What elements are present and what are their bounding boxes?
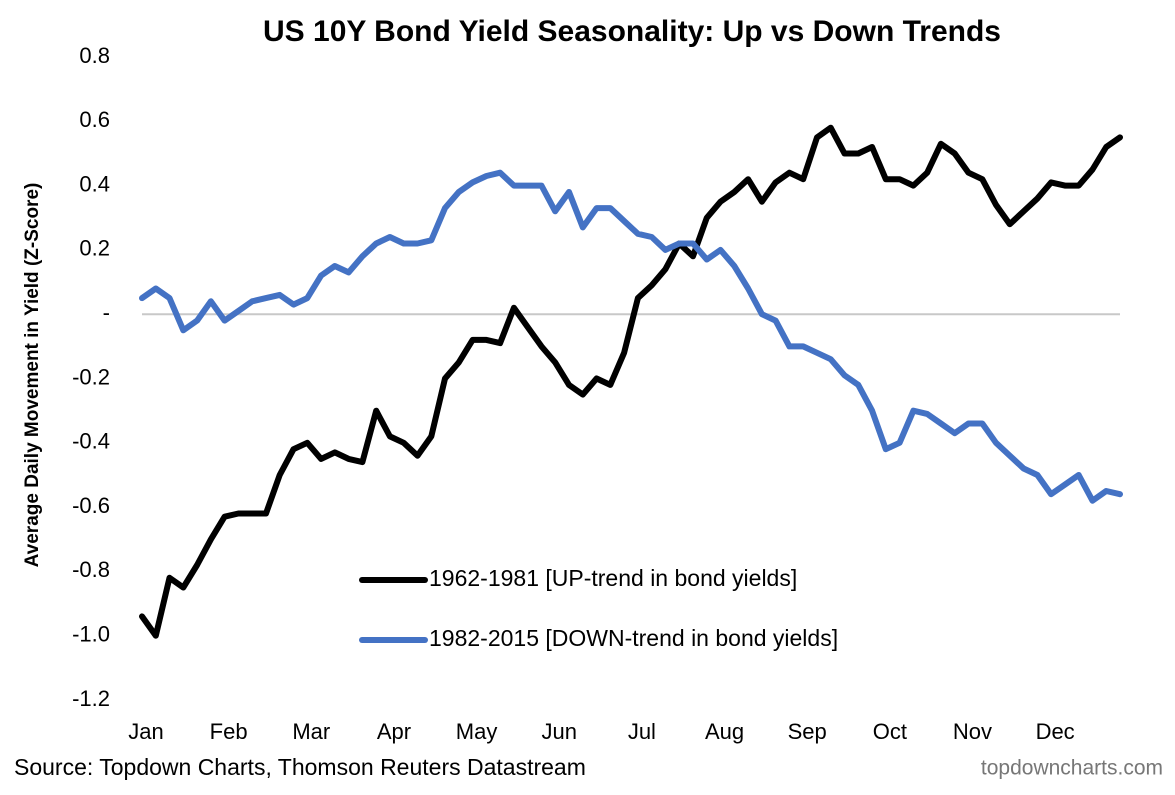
y-tick-label: -1.0	[72, 622, 110, 647]
y-axis-label: Average Daily Movement in Yield (Z-Score…	[22, 183, 43, 568]
series-line	[139, 124, 1123, 639]
y-tick-label: -0.6	[72, 493, 110, 518]
x-tick-label: Feb	[210, 719, 248, 744]
x-tick-label: Jan	[128, 719, 163, 744]
x-tick-label: Apr	[377, 719, 411, 744]
y-tick-label: 0.2	[79, 236, 110, 261]
x-tick-label: Aug	[705, 719, 744, 744]
y-tick-label: -0.2	[72, 364, 110, 389]
watermark: topdowncharts.com	[981, 757, 1163, 780]
source: Source: Topdown Charts, Thomson Reuters …	[14, 754, 586, 780]
legend-label: 1962-1981 [UP-trend in bond yields]	[429, 565, 797, 591]
chart-title: US 10Y Bond Yield Seasonality: Up vs Dow…	[263, 15, 1001, 48]
x-tick-label: Sep	[788, 719, 827, 744]
y-tick-label: -0.8	[72, 557, 110, 582]
y-tick-label: 0.6	[79, 107, 110, 132]
y-tick-label: 0.8	[79, 43, 110, 68]
y-tick-label: -1.2	[72, 686, 110, 711]
x-tick-label: Nov	[953, 719, 992, 744]
y-tick-label: -0.4	[72, 429, 110, 454]
series-line	[139, 169, 1123, 504]
x-tick-label: Oct	[873, 719, 907, 744]
legend-label: 1982-2015 [DOWN-trend in bond yields]	[429, 625, 838, 651]
x-tick-label: Dec	[1036, 719, 1075, 744]
y-tick-label: -	[103, 300, 110, 325]
y-tick-label: 0.4	[79, 171, 110, 196]
x-tick-label: May	[456, 719, 498, 744]
x-tick-label: Jun	[541, 719, 576, 744]
x-tick-label: Mar	[292, 719, 330, 744]
x-tick-label: Jul	[628, 719, 656, 744]
